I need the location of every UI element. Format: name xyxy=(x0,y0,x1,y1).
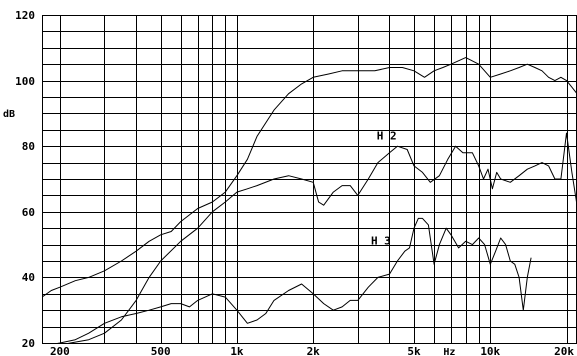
x-axis-label: Hz xyxy=(443,347,455,356)
series-group xyxy=(42,57,577,343)
x-tick-label: 10k xyxy=(480,345,500,356)
y-tick-label: 20 xyxy=(22,337,35,350)
x-tick-labels: 200 500 1k 2k 5k 10k 20k xyxy=(50,345,574,356)
x-tick-label: 500 xyxy=(151,345,171,356)
series-line-3 xyxy=(57,217,532,343)
grid xyxy=(42,15,577,344)
x-tick-label: 5k xyxy=(407,345,421,356)
series-label: H 3 xyxy=(371,235,391,248)
x-tick-label: 1k xyxy=(230,345,244,356)
series-line-1 xyxy=(42,57,577,298)
y-axis-label: dB xyxy=(3,109,15,120)
x-tick-label: 20k xyxy=(554,345,574,356)
y-tick-labels: 20 40 60 80 100 120 xyxy=(15,9,35,350)
x-tick-label: 200 xyxy=(50,345,70,356)
y-tick-label: 60 xyxy=(22,206,35,219)
series-label: H 2 xyxy=(377,130,397,143)
y-tick-label: 40 xyxy=(22,271,35,284)
series-line-2 xyxy=(67,132,577,343)
y-tick-label: 120 xyxy=(15,9,35,22)
y-tick-label: 100 xyxy=(15,75,35,88)
series-labels: H 2 H 3 xyxy=(371,130,397,248)
y-tick-label: 80 xyxy=(22,140,35,153)
x-tick-label: 2k xyxy=(307,345,321,356)
